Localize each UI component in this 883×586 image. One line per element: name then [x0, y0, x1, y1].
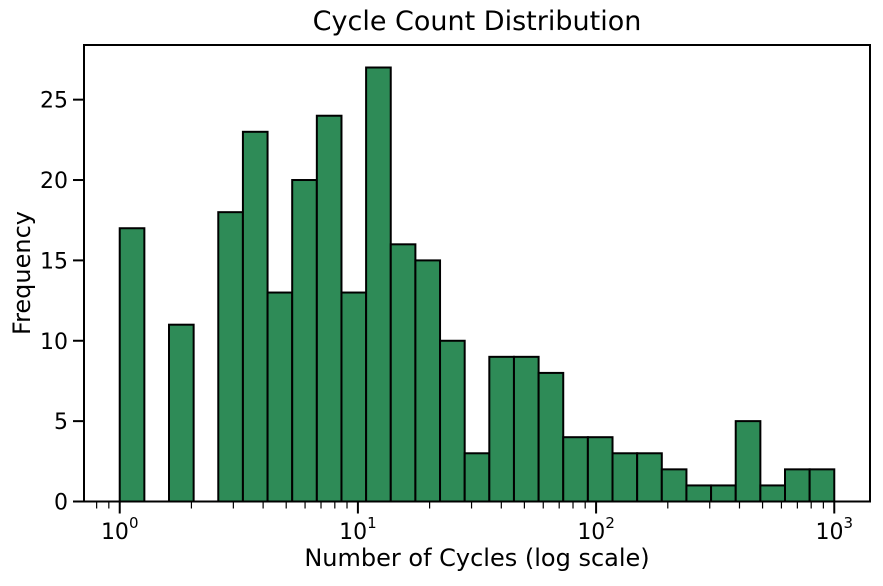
histogram-bar — [291, 179, 318, 503]
histogram-bar — [365, 66, 392, 503]
x-tick-label: 100 — [101, 514, 139, 545]
histogram-bar — [439, 339, 466, 503]
histogram-bar — [759, 484, 786, 503]
histogram-bar — [389, 243, 417, 503]
histogram-bar — [266, 291, 294, 503]
y-tick-label: 25 — [40, 89, 68, 114]
histogram-bar — [340, 291, 368, 503]
histogram-bar — [636, 452, 663, 503]
y-tick-label: 20 — [40, 169, 68, 194]
histogram-bar — [660, 468, 688, 503]
histogram-bar — [512, 355, 540, 503]
histogram-bar — [463, 452, 491, 503]
histogram-bar — [611, 452, 639, 503]
histogram-bar — [488, 355, 515, 503]
y-tick-label: 0 — [54, 491, 68, 516]
histogram-bar — [118, 227, 146, 503]
histogram-bar — [217, 211, 244, 503]
histogram-bar — [562, 436, 589, 503]
x-axis-label: Number of Cycles (log scale) — [304, 544, 650, 572]
histogram-bar — [586, 436, 614, 503]
histogram-bar — [414, 259, 442, 503]
x-tick-label: 103 — [815, 514, 853, 545]
y-tick-label: 5 — [54, 410, 68, 435]
histogram-bar — [241, 130, 269, 503]
histogram-bar — [734, 420, 762, 503]
histogram-bar — [808, 468, 836, 503]
y-tick-label: 10 — [40, 330, 68, 355]
histogram-bar — [784, 468, 811, 503]
histogram-bar — [537, 371, 565, 503]
histogram-bar — [315, 114, 343, 503]
chart-title: Cycle Count Distribution — [312, 6, 642, 37]
histogram-bar — [168, 323, 195, 503]
x-tick-label: 102 — [577, 514, 615, 545]
x-tick-label: 101 — [339, 514, 377, 545]
axes-spines — [83, 44, 871, 503]
histogram-bar — [710, 484, 737, 503]
y-tick-label: 15 — [40, 249, 68, 274]
histogram-bar — [685, 484, 713, 503]
